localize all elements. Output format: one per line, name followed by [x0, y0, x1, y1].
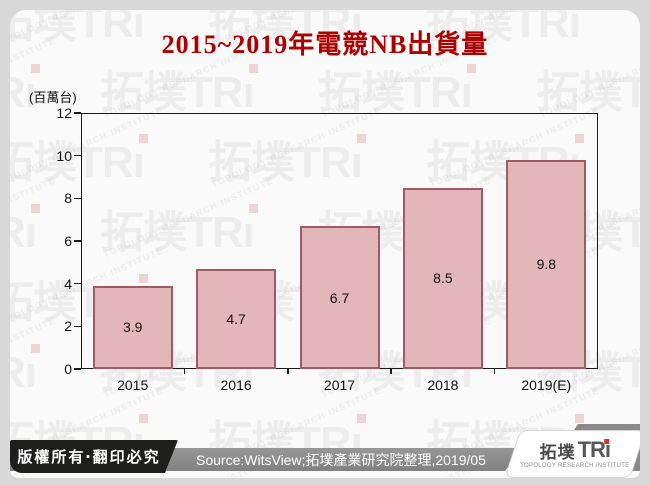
bar	[299, 226, 380, 369]
bar	[92, 285, 173, 369]
company-logo-panel: 拓墣 TRı TOPOLOGY RESEARCH INSTITUTE	[504, 430, 640, 478]
x-category-label: 2019(E)	[521, 377, 572, 393]
x-category-label: 2016	[220, 377, 252, 393]
company-logo: 拓墣 TRı TOPOLOGY RESEARCH INSTITUTE	[520, 437, 630, 469]
y-tick-label: 0	[64, 361, 72, 377]
bar	[402, 187, 483, 369]
copyright-text: 版權所有‧翻印必究	[17, 449, 161, 466]
x-category-label: 2017	[323, 377, 356, 393]
logo-cjk-text: 拓墣	[539, 443, 576, 462]
bar-value-label: 6.7	[329, 289, 350, 306]
bar-chart: 0 2 4 6 8 10 12 3.9 2015 4.7 2016 6.7 2017 8.5 2018 9.8…	[10, 10, 640, 478]
y-tick-mark	[74, 154, 81, 157]
y-tick-label: 10	[56, 147, 72, 164]
x-category-label: 2015	[117, 377, 149, 393]
x-tick-mark	[493, 369, 496, 374]
copyright-plate: 版權所有‧翻印必究	[10, 440, 178, 473]
y-tick-label: 12	[56, 105, 72, 121]
logo-latin-text: TRı	[577, 437, 611, 462]
source-text: Source:WitsView;拓墣產業研究院整理,2019/05	[196, 451, 486, 468]
logo-subtitle: TOPOLOGY RESEARCH INSTITUTE	[520, 463, 630, 469]
y-tick-mark	[74, 368, 81, 370]
y-tick-mark	[74, 197, 81, 200]
y-tick-mark	[74, 240, 81, 242]
bar-value-label: 8.5	[433, 270, 453, 287]
bar-value-label: 4.7	[226, 310, 246, 327]
y-tick-mark	[74, 112, 81, 114]
bar-value-label: 3.9	[122, 319, 143, 336]
bar-value-label: 9.8	[536, 256, 557, 273]
x-tick-mark	[183, 369, 186, 374]
chart-title: 2015~2019年電競NB出貨量	[161, 30, 489, 59]
bar	[196, 268, 277, 369]
x-tick-mark	[390, 369, 392, 374]
y-tick-label: 6	[64, 233, 72, 249]
y-tick-label: 8	[64, 190, 72, 207]
y-tick-mark	[74, 325, 81, 328]
y-tick-mark	[74, 282, 81, 285]
bar	[506, 159, 587, 369]
logo-red-dot	[604, 439, 610, 444]
y-tick-label: 4	[64, 275, 72, 292]
x-category-label: 2018	[427, 377, 459, 393]
x-tick-mark	[287, 369, 289, 374]
y-axis-unit-label: (百萬台)	[29, 90, 77, 105]
y-tick-label: 2	[64, 318, 72, 335]
